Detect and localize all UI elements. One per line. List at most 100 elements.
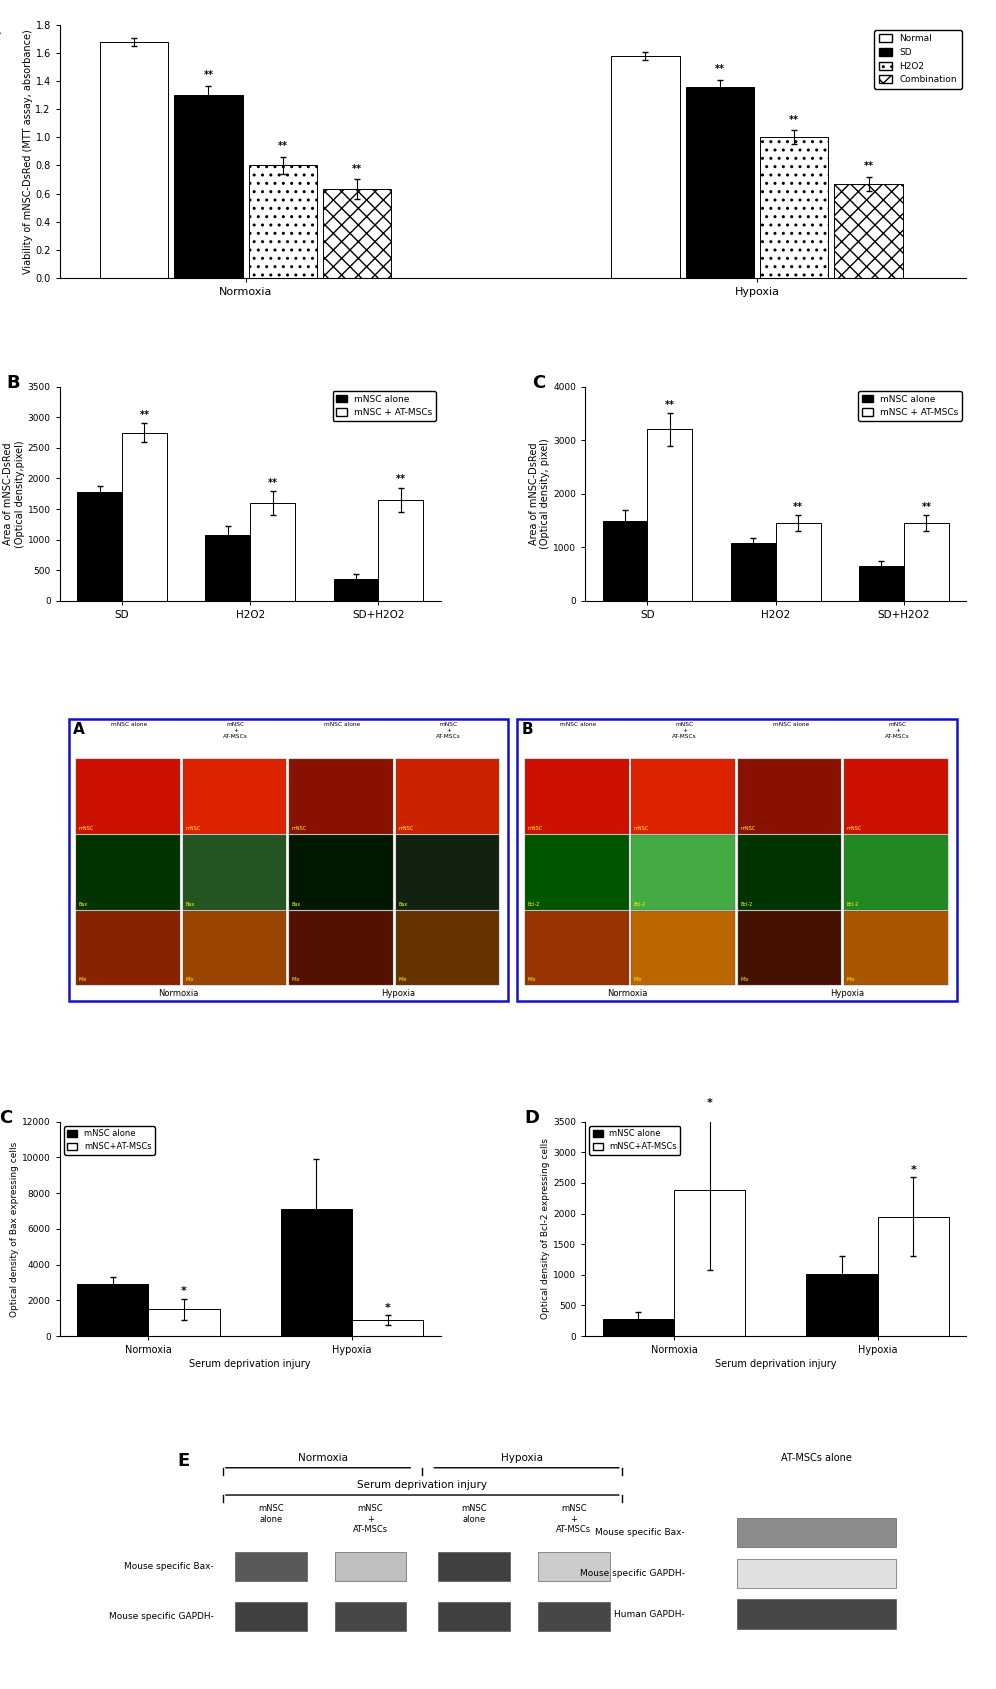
Text: Mix: Mix bbox=[847, 978, 856, 983]
Bar bbox=[281, 1209, 352, 1336]
FancyBboxPatch shape bbox=[737, 1599, 896, 1628]
FancyBboxPatch shape bbox=[438, 1601, 510, 1632]
Text: Hypoxia: Hypoxia bbox=[381, 988, 415, 998]
FancyBboxPatch shape bbox=[845, 758, 948, 834]
FancyBboxPatch shape bbox=[845, 910, 948, 985]
Legend: mNSC alone, mNSC + AT-MSCs: mNSC alone, mNSC + AT-MSCs bbox=[333, 392, 436, 421]
FancyBboxPatch shape bbox=[182, 910, 287, 985]
Text: mNSC alone: mNSC alone bbox=[560, 723, 596, 726]
Legend: mNSC alone, mNSC+AT-MSCs: mNSC alone, mNSC+AT-MSCs bbox=[590, 1127, 680, 1155]
Bar bbox=[100, 42, 168, 277]
Text: **: ** bbox=[921, 502, 931, 512]
Text: Bcl-2: Bcl-2 bbox=[528, 902, 540, 907]
FancyBboxPatch shape bbox=[76, 758, 180, 834]
FancyBboxPatch shape bbox=[538, 1601, 610, 1632]
Text: mNSC alone: mNSC alone bbox=[324, 723, 361, 726]
Text: C: C bbox=[532, 373, 545, 392]
Text: mNSC
+
AT-MSCs: mNSC + AT-MSCs bbox=[557, 1505, 592, 1534]
Legend: mNSC alone, mNSC + AT-MSCs: mNSC alone, mNSC + AT-MSCs bbox=[859, 392, 961, 421]
FancyBboxPatch shape bbox=[76, 834, 180, 910]
FancyBboxPatch shape bbox=[438, 1552, 510, 1581]
Text: mNSC: mNSC bbox=[292, 826, 307, 831]
Text: D: D bbox=[524, 1108, 540, 1127]
Bar bbox=[122, 432, 166, 601]
Text: Serum deprivation injury: Serum deprivation injury bbox=[358, 1481, 487, 1490]
X-axis label: Serum deprivation injury: Serum deprivation injury bbox=[715, 1360, 837, 1370]
Text: E: E bbox=[177, 1453, 190, 1469]
FancyBboxPatch shape bbox=[525, 758, 628, 834]
Text: **: ** bbox=[353, 164, 363, 174]
FancyBboxPatch shape bbox=[738, 834, 842, 910]
FancyBboxPatch shape bbox=[235, 1601, 307, 1632]
Text: Hypoxia: Hypoxia bbox=[501, 1453, 543, 1463]
Bar bbox=[835, 184, 902, 277]
Bar bbox=[603, 1319, 674, 1336]
Text: mNSC
alone: mNSC alone bbox=[258, 1505, 284, 1523]
Text: mNSC
+
AT-MSCs: mNSC + AT-MSCs bbox=[353, 1505, 388, 1534]
FancyBboxPatch shape bbox=[538, 1552, 610, 1581]
Y-axis label: Area of mNSC-DsRed
(Optical density,pixel): Area of mNSC-DsRed (Optical density,pixe… bbox=[3, 439, 25, 547]
Text: Normoxia: Normoxia bbox=[608, 988, 647, 998]
FancyBboxPatch shape bbox=[631, 910, 735, 985]
Y-axis label: Optical density of Bax expressing cells: Optical density of Bax expressing cells bbox=[10, 1142, 19, 1316]
Bar bbox=[603, 520, 647, 601]
Text: *: * bbox=[181, 1287, 187, 1297]
Text: Mouse specific Bax-: Mouse specific Bax- bbox=[124, 1562, 214, 1571]
Legend: Normal, SD, H2O2, Combination: Normal, SD, H2O2, Combination bbox=[874, 30, 961, 90]
Bar bbox=[148, 1309, 220, 1336]
Text: B: B bbox=[6, 373, 20, 392]
FancyBboxPatch shape bbox=[235, 1552, 307, 1581]
Y-axis label: Area of mNSC-DsRed
(Optical density, pixel): Area of mNSC-DsRed (Optical density, pix… bbox=[529, 439, 551, 549]
FancyBboxPatch shape bbox=[631, 834, 735, 910]
Text: Normoxia: Normoxia bbox=[298, 1453, 348, 1463]
Text: mNSC: mNSC bbox=[398, 826, 413, 831]
Text: C: C bbox=[0, 1108, 12, 1127]
Text: A: A bbox=[0, 20, 1, 39]
Text: mNSC
+
AT-MSCs: mNSC + AT-MSCs bbox=[885, 723, 909, 738]
Text: Mix: Mix bbox=[633, 978, 642, 983]
FancyBboxPatch shape bbox=[182, 758, 287, 834]
X-axis label: Serum deprivation injury: Serum deprivation injury bbox=[189, 1360, 311, 1370]
FancyBboxPatch shape bbox=[289, 758, 392, 834]
FancyBboxPatch shape bbox=[76, 910, 180, 985]
Text: Human GAPDH-: Human GAPDH- bbox=[615, 1610, 685, 1618]
FancyBboxPatch shape bbox=[69, 720, 508, 1000]
Text: *: * bbox=[706, 1098, 712, 1108]
FancyBboxPatch shape bbox=[737, 1559, 896, 1588]
Text: Bcl-2: Bcl-2 bbox=[740, 902, 753, 907]
Bar bbox=[760, 137, 829, 277]
Text: mNSC: mNSC bbox=[185, 826, 200, 831]
Text: Hypoxia: Hypoxia bbox=[830, 988, 865, 998]
Bar bbox=[647, 429, 692, 601]
Text: mNSC
+
AT-MSCs: mNSC + AT-MSCs bbox=[436, 723, 461, 738]
Bar bbox=[250, 503, 295, 601]
Text: **: ** bbox=[395, 475, 405, 485]
Y-axis label: Optical density of Bcl-2 expressing cells: Optical density of Bcl-2 expressing cell… bbox=[542, 1138, 551, 1319]
Text: *: * bbox=[384, 1302, 390, 1312]
Text: Mouse specific GAPDH-: Mouse specific GAPDH- bbox=[109, 1611, 214, 1621]
Text: Bcl-2: Bcl-2 bbox=[847, 902, 860, 907]
Text: mNSC alone: mNSC alone bbox=[773, 723, 809, 726]
Bar bbox=[776, 524, 821, 601]
FancyBboxPatch shape bbox=[518, 720, 957, 1000]
Text: **: ** bbox=[268, 478, 278, 488]
Text: mNSC
+
AT-MSCs: mNSC + AT-MSCs bbox=[223, 723, 248, 738]
Text: mNSC: mNSC bbox=[740, 826, 756, 831]
FancyBboxPatch shape bbox=[737, 1518, 896, 1547]
Bar bbox=[249, 166, 317, 277]
Text: Bax: Bax bbox=[185, 902, 194, 907]
Text: Bax: Bax bbox=[79, 902, 88, 907]
FancyBboxPatch shape bbox=[525, 834, 628, 910]
Bar bbox=[352, 1321, 423, 1336]
Bar bbox=[378, 500, 423, 601]
Text: B: B bbox=[522, 723, 534, 736]
FancyBboxPatch shape bbox=[395, 758, 499, 834]
Text: mNSC
+
AT-MSCs: mNSC + AT-MSCs bbox=[672, 723, 697, 738]
FancyBboxPatch shape bbox=[525, 910, 628, 985]
Text: **: ** bbox=[789, 115, 799, 125]
Text: Mix: Mix bbox=[292, 978, 300, 983]
Bar bbox=[77, 491, 122, 601]
FancyBboxPatch shape bbox=[845, 834, 948, 910]
Bar bbox=[674, 1191, 745, 1336]
Bar bbox=[77, 1284, 148, 1336]
